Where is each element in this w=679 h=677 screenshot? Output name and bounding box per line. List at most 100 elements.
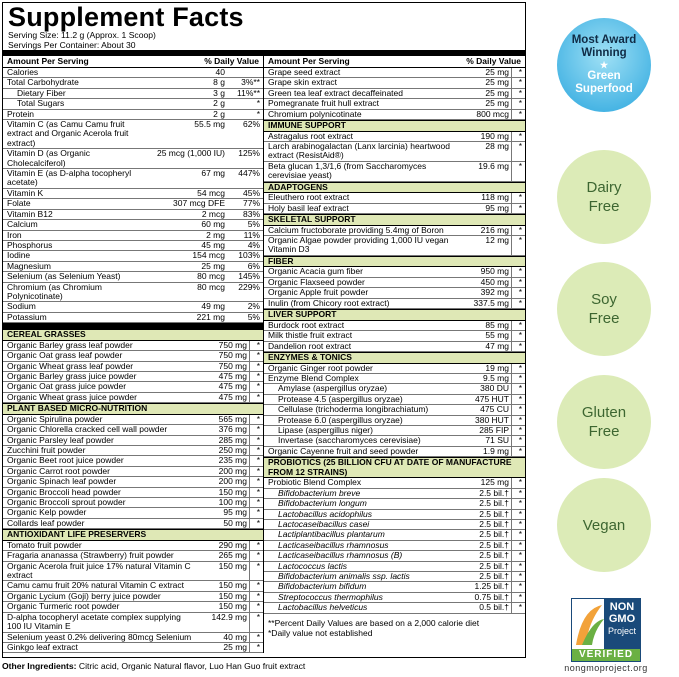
ingredient-name: Protease 4.5 (aspergillus oryzae) — [278, 393, 403, 404]
daily-value: * — [511, 602, 525, 613]
ingredient-name: Beta glucan 1,3/1,6 (from Saccharomyces … — [268, 160, 427, 181]
row: Chromium polynicotinate 800 mcg * — [264, 109, 525, 121]
daily-value: * — [511, 203, 525, 214]
row: Calories 40 — [3, 67, 263, 79]
daily-value: * — [249, 642, 263, 653]
daily-value: 6% — [247, 260, 260, 271]
daily-value: * — [249, 561, 263, 581]
row: D-alpha tocopheryl acetate complex suppl… — [3, 612, 263, 633]
daily-value: * — [249, 591, 263, 602]
daily-value: * — [511, 161, 525, 181]
daily-value: * — [511, 363, 525, 373]
row: Bifidobacterium animalis ssp. lactis 2.5 … — [264, 571, 525, 583]
daily-value: * — [249, 435, 263, 445]
ingredient-name: Lacticaseibacillus rhamnosus — [278, 539, 389, 550]
amount: 8 g — [213, 77, 225, 88]
row: Dietary Fiber 3 g 11%** — [3, 88, 263, 100]
section: FIBER Organic Acacia gum fiber 950 mg * Orga… — [264, 255, 525, 310]
row: Organic Broccoli head powder 150 mg * — [3, 487, 263, 499]
ingredient-name: Lactobacillus acidophilus — [278, 508, 373, 519]
column-header: Amount Per Serving % Daily Value — [264, 56, 525, 68]
footnote: *Daily value not established — [268, 627, 373, 638]
ingredient-name: Organic Wheat grass juice powder — [7, 391, 137, 402]
daily-value: * — [511, 509, 525, 519]
ingredient-name: Selenium yeast 0.2% delivering 80mcg Sel… — [7, 631, 192, 642]
daily-value: * — [249, 581, 263, 591]
row: Eleuthero root extract 118 mg * — [264, 192, 525, 204]
amount: 200 mg — [218, 465, 247, 476]
row: Lactiplantibacillus plantarum 2.5 bil.† * — [264, 529, 525, 541]
daily-value: * — [511, 192, 525, 203]
ingredient-name: Sodium — [7, 301, 36, 312]
amount: 25 mg — [201, 260, 225, 271]
ingredient-name: Organic Acerola fruit juice 17% natural … — [7, 560, 191, 581]
ingredient-name: Organic Lycium (Goji) berry juice powder — [7, 590, 161, 601]
daily-value: * — [249, 361, 263, 371]
daily-value: * — [511, 287, 525, 298]
amount: 125 mg — [480, 477, 509, 488]
daily-value: * — [511, 571, 525, 582]
amount: 55.5 mg — [194, 119, 225, 130]
amount: 25 mg — [485, 67, 509, 77]
amount: 71 SU — [485, 435, 509, 446]
section: PLANT BASED MICRO-NUTRITION Organic Spiru… — [3, 403, 263, 530]
amount: 150 mg — [218, 590, 247, 601]
ingredient-name: Potassium — [7, 311, 47, 322]
section-title: ADAPTOGENS — [264, 181, 525, 194]
amount: 50 mg — [223, 517, 247, 528]
ingredient-name: Larch arabinogalactan (Lanx larcinia) he… — [268, 141, 450, 161]
daily-value: * — [256, 108, 260, 119]
amount: 19.6 mg — [478, 160, 509, 171]
row: Inulin (from Chicory root extract) 337.5 … — [264, 298, 525, 310]
row: Organic Carrot root powder 200 mg * — [3, 465, 263, 478]
claim-text: Soy Free — [588, 291, 620, 327]
rule — [3, 323, 263, 330]
header-amount: Amount Per Serving — [7, 56, 89, 66]
daily-value: 62% — [242, 119, 260, 130]
amount: 12 mg — [485, 235, 509, 246]
row: Grape seed extract 25 mg * — [264, 67, 525, 79]
daily-value: * — [511, 529, 525, 540]
amount: 55 mg — [485, 330, 509, 341]
amount: 154 mcg — [192, 250, 225, 261]
ingredient-name: Phosphorus — [7, 239, 53, 250]
row: Selenium (as Selenium Yeast) 80 mcg 145% — [3, 271, 263, 283]
amount: 565 mg — [218, 413, 247, 424]
daily-value: * — [249, 381, 263, 392]
daily-value: * — [249, 445, 263, 456]
amount: 2.5 bil.† — [479, 550, 509, 561]
daily-value: 103% — [238, 250, 260, 261]
daily-value: * — [256, 98, 260, 109]
ingredient-name: Organic Barley grass juice powder — [7, 370, 137, 381]
section-title: PLANT BASED MICRO-NUTRITION — [3, 403, 263, 415]
ingredient-name: Grape seed extract — [268, 67, 341, 77]
row: Organic Ginger root powder 19 mg * — [264, 363, 525, 374]
daily-value: * — [249, 487, 263, 498]
ingredient-name: Tomato fruit powder — [7, 539, 82, 550]
claim-text: Gluten Free — [581, 404, 627, 440]
row: Vitamin B12 2 mcg 83% — [3, 209, 263, 221]
amount: 85 mg — [485, 319, 509, 330]
daily-value: * — [511, 394, 525, 405]
nongmo-icon — [572, 599, 640, 661]
ingredient-name: Organic Spinach leaf powder — [7, 476, 117, 487]
ingredient-name: Chromium (as Chromium Polynicotinate) — [7, 281, 102, 301]
row: Organic Flaxseed powder 450 mg * — [264, 277, 525, 289]
amount: 80 mcg — [197, 281, 225, 292]
daily-value: 2% — [247, 301, 260, 312]
daily-value: * — [511, 225, 525, 236]
row: Vitamin D (as Organic Cholecalciferol) 25… — [3, 149, 263, 170]
ingredient-name: Bifidobacterium animalis ssp. lactis — [278, 571, 410, 581]
row: Bifidobacterium longum 2.5 bil.† * — [264, 498, 525, 510]
column-header: Amount Per Serving % Daily Value — [3, 56, 263, 68]
ingredient-name: Lipase (aspergillus niger) — [278, 424, 373, 435]
columns: Amount Per Serving % Daily Value Calories 4… — [3, 56, 525, 654]
ingredient-name: Protease 6.0 (aspergillus oryzae) — [278, 414, 403, 425]
row: Organic Broccoli sprout powder 100 mg * — [3, 497, 263, 509]
amount: 49 mg — [201, 301, 225, 312]
amount: 1.25 bil.† — [474, 581, 510, 592]
daily-value: * — [249, 371, 263, 382]
amount: 2.5 bil.† — [479, 498, 509, 509]
row: Iron 2 mg 11% — [3, 230, 263, 241]
daily-value — [227, 68, 263, 77]
